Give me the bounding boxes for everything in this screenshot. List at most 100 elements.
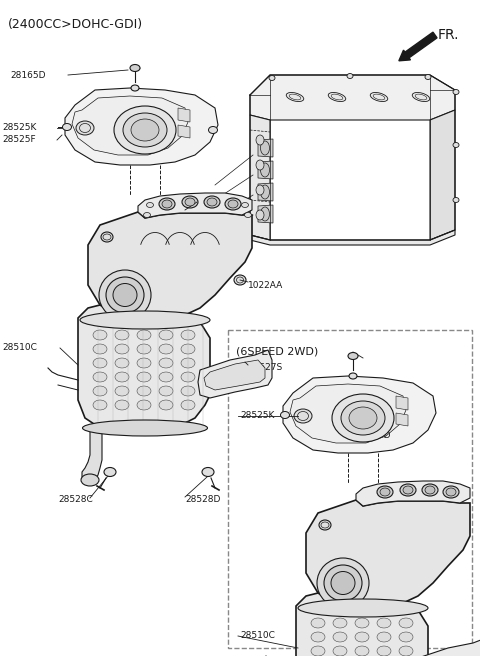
Ellipse shape — [93, 330, 107, 340]
Ellipse shape — [244, 213, 252, 218]
Ellipse shape — [380, 488, 390, 496]
Ellipse shape — [99, 270, 151, 320]
Ellipse shape — [83, 420, 207, 436]
Text: FR.: FR. — [438, 28, 459, 42]
Ellipse shape — [106, 277, 144, 313]
FancyArrow shape — [399, 32, 437, 61]
Polygon shape — [416, 638, 480, 656]
Ellipse shape — [159, 330, 173, 340]
Ellipse shape — [93, 372, 107, 382]
Ellipse shape — [228, 200, 238, 208]
Ellipse shape — [256, 160, 264, 170]
Ellipse shape — [93, 344, 107, 354]
Ellipse shape — [93, 386, 107, 396]
Ellipse shape — [286, 92, 304, 102]
Ellipse shape — [294, 409, 312, 423]
Ellipse shape — [115, 330, 129, 340]
Ellipse shape — [114, 106, 176, 154]
Ellipse shape — [241, 203, 249, 207]
Ellipse shape — [446, 488, 456, 496]
Polygon shape — [65, 88, 218, 165]
Polygon shape — [258, 205, 273, 223]
Ellipse shape — [76, 121, 94, 135]
Text: 28525F: 28525F — [2, 136, 36, 144]
Ellipse shape — [93, 400, 107, 410]
Ellipse shape — [341, 401, 385, 435]
Ellipse shape — [115, 400, 129, 410]
Ellipse shape — [181, 344, 195, 354]
Ellipse shape — [137, 358, 151, 368]
Ellipse shape — [115, 358, 129, 368]
Ellipse shape — [137, 400, 151, 410]
Text: 28525K: 28525K — [2, 123, 36, 133]
Ellipse shape — [208, 127, 217, 134]
Ellipse shape — [181, 400, 195, 410]
Ellipse shape — [181, 358, 195, 368]
Ellipse shape — [355, 646, 369, 656]
Ellipse shape — [137, 330, 151, 340]
Ellipse shape — [399, 646, 413, 656]
Ellipse shape — [425, 486, 435, 494]
Ellipse shape — [377, 486, 393, 498]
Ellipse shape — [453, 197, 459, 203]
Text: 28528C: 28528C — [58, 495, 93, 504]
Ellipse shape — [298, 599, 428, 617]
Ellipse shape — [137, 372, 151, 382]
Text: (2400CC>DOHC-GDI): (2400CC>DOHC-GDI) — [8, 18, 143, 31]
Ellipse shape — [62, 123, 72, 131]
Text: 1022AA: 1022AA — [248, 281, 283, 289]
Polygon shape — [396, 396, 408, 410]
Text: 28510C: 28510C — [240, 632, 275, 640]
Ellipse shape — [333, 618, 347, 628]
Polygon shape — [396, 413, 408, 426]
Polygon shape — [78, 305, 210, 430]
Ellipse shape — [202, 468, 214, 476]
Polygon shape — [250, 75, 455, 120]
Ellipse shape — [144, 213, 151, 218]
Ellipse shape — [137, 386, 151, 396]
Polygon shape — [296, 593, 428, 656]
Ellipse shape — [159, 198, 175, 210]
Polygon shape — [138, 193, 252, 218]
Polygon shape — [204, 360, 265, 390]
Bar — [228, 330, 472, 648]
Ellipse shape — [324, 565, 362, 601]
Polygon shape — [72, 96, 188, 155]
Ellipse shape — [159, 372, 173, 382]
Polygon shape — [430, 110, 455, 240]
Ellipse shape — [159, 386, 173, 396]
Ellipse shape — [115, 386, 129, 396]
Ellipse shape — [181, 386, 195, 396]
Ellipse shape — [443, 486, 459, 498]
Ellipse shape — [400, 484, 416, 496]
Ellipse shape — [349, 373, 357, 379]
Polygon shape — [290, 384, 406, 443]
Ellipse shape — [333, 632, 347, 642]
Ellipse shape — [311, 646, 325, 656]
Ellipse shape — [256, 210, 264, 220]
Ellipse shape — [331, 571, 355, 594]
Ellipse shape — [159, 344, 173, 354]
Polygon shape — [258, 139, 273, 157]
Text: 28510C: 28510C — [2, 344, 37, 352]
Ellipse shape — [162, 200, 172, 208]
Ellipse shape — [422, 484, 438, 496]
Ellipse shape — [131, 85, 139, 91]
Ellipse shape — [319, 520, 331, 530]
Ellipse shape — [261, 185, 269, 199]
Ellipse shape — [207, 198, 217, 206]
Ellipse shape — [311, 632, 325, 642]
Ellipse shape — [130, 64, 140, 72]
Ellipse shape — [333, 646, 347, 656]
Text: 28527S: 28527S — [248, 363, 282, 373]
Ellipse shape — [181, 372, 195, 382]
Ellipse shape — [225, 198, 241, 210]
Ellipse shape — [182, 196, 198, 208]
Ellipse shape — [355, 632, 369, 642]
Ellipse shape — [93, 358, 107, 368]
Text: 28528D: 28528D — [185, 495, 220, 504]
Ellipse shape — [261, 141, 269, 155]
Ellipse shape — [355, 618, 369, 628]
Ellipse shape — [256, 135, 264, 145]
Text: 28521A: 28521A — [198, 195, 233, 205]
